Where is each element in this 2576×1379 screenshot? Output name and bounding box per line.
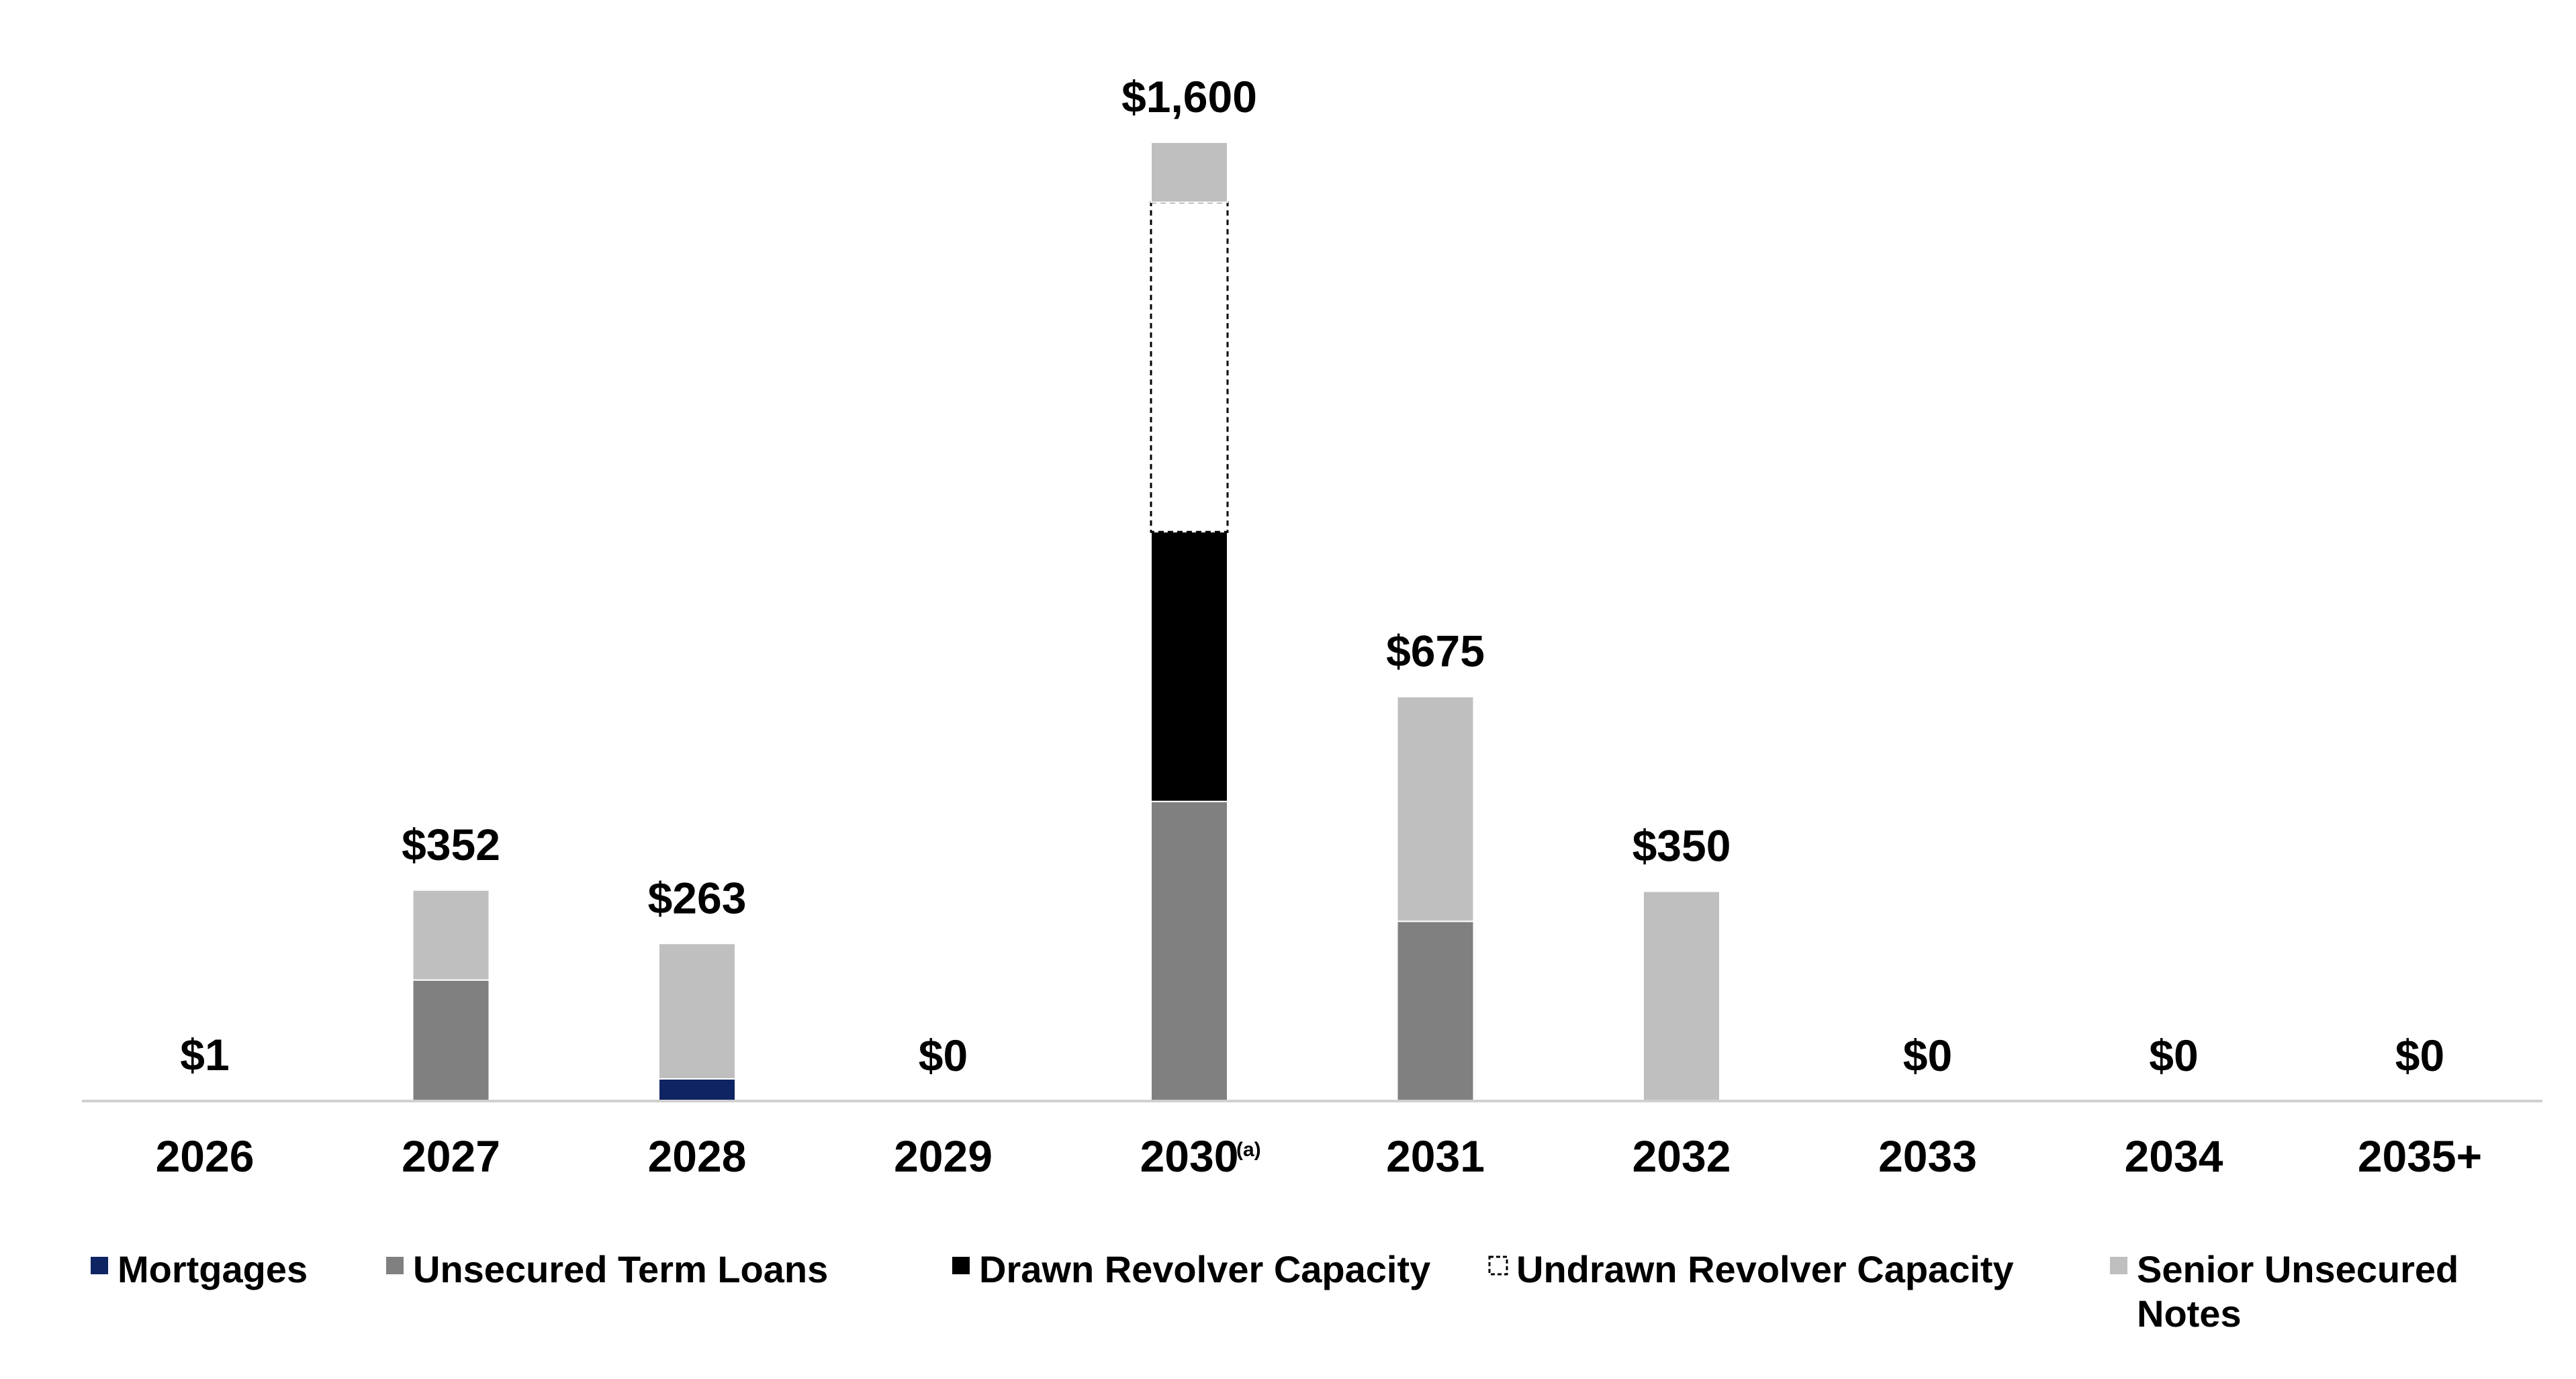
legend-swatch — [91, 1257, 108, 1274]
total-label: $0 — [2149, 1031, 2198, 1080]
total-label: $0 — [919, 1031, 968, 1080]
legend-label: Undrawn Revolver Capacity — [1516, 1248, 2014, 1290]
bar-segment-unsecured-term-loans — [412, 979, 490, 1102]
total-label: $0 — [2395, 1031, 2444, 1080]
legend-label: Mortgages — [118, 1248, 308, 1290]
x-tick-label: 2028 — [648, 1131, 747, 1181]
x-tick-label: 2031 — [1386, 1131, 1485, 1181]
legend-label: Unsecured Term Loans — [413, 1248, 828, 1290]
total-label: $1 — [180, 1030, 229, 1080]
legend: Mortgages Unsecured Term Loans Drawn Revol… — [91, 1248, 2458, 1335]
legend-label-line: Drawn Revolver Capacity — [979, 1248, 1430, 1290]
total-label: $263 — [648, 873, 747, 922]
total-label: $350 — [1632, 821, 1731, 871]
x-tick-label: 2030 — [1140, 1131, 1239, 1181]
legend-label-line: Mortgages — [118, 1248, 308, 1290]
legend-label-line: Unsecured Term Loans — [413, 1248, 828, 1290]
bar-segment-senior-unsecured-notes — [1150, 142, 1228, 203]
bar-segment-undrawn-revolver-capacity — [1150, 201, 1229, 533]
bar-segment-drawn-revolver-capacity — [1150, 531, 1228, 802]
total-label: $0 — [1903, 1031, 1952, 1080]
bar-segment-senior-unsecured-notes — [1396, 696, 1475, 922]
legend-label-line: Undrawn Revolver Capacity — [1516, 1248, 2014, 1290]
legend-swatch — [1488, 1255, 1508, 1276]
bar-segment-mortgages — [658, 1078, 736, 1102]
legend-swatch — [386, 1257, 404, 1274]
x-tick-label: 2027 — [402, 1131, 500, 1181]
bar-segment-unsecured-term-loans — [1150, 800, 1228, 1102]
x-tick-label: 2034 — [2125, 1131, 2223, 1181]
total-label: $352 — [402, 820, 500, 869]
labels-layer: $1 2026 $352 2027 $263 2028 $0 2029 $1,600 2030(a… — [156, 72, 2483, 1181]
x-tick-label: 2029 — [894, 1131, 993, 1181]
legend-label-line: Senior Unsecured — [2137, 1248, 2458, 1290]
bars-layer — [166, 142, 1720, 1102]
x-tick-label: 2033 — [1878, 1131, 1977, 1181]
footnote-marker: (a) — [1236, 1139, 1261, 1161]
legend-swatch — [952, 1257, 970, 1274]
legend-label: Drawn Revolver Capacity — [979, 1248, 1430, 1290]
legend-swatch — [2110, 1257, 2127, 1274]
x-tick-label: 2026 — [156, 1131, 255, 1181]
bar-segment-unsecured-term-loans — [1396, 920, 1475, 1102]
x-tick-label: 2035+ — [2358, 1131, 2482, 1181]
legend-label: Senior Unsecured Notes — [2137, 1248, 2458, 1335]
x-tick-label: 2032 — [1632, 1131, 1731, 1181]
total-label: $675 — [1386, 626, 1485, 676]
total-label: $1,600 — [1121, 72, 1257, 122]
bar-segment-senior-unsecured-notes — [1643, 890, 1720, 1102]
bar-segment-senior-unsecured-notes — [658, 943, 736, 1080]
legend-label-line: Notes — [2137, 1292, 2242, 1335]
bar-segment-senior-unsecured-notes — [412, 889, 490, 981]
